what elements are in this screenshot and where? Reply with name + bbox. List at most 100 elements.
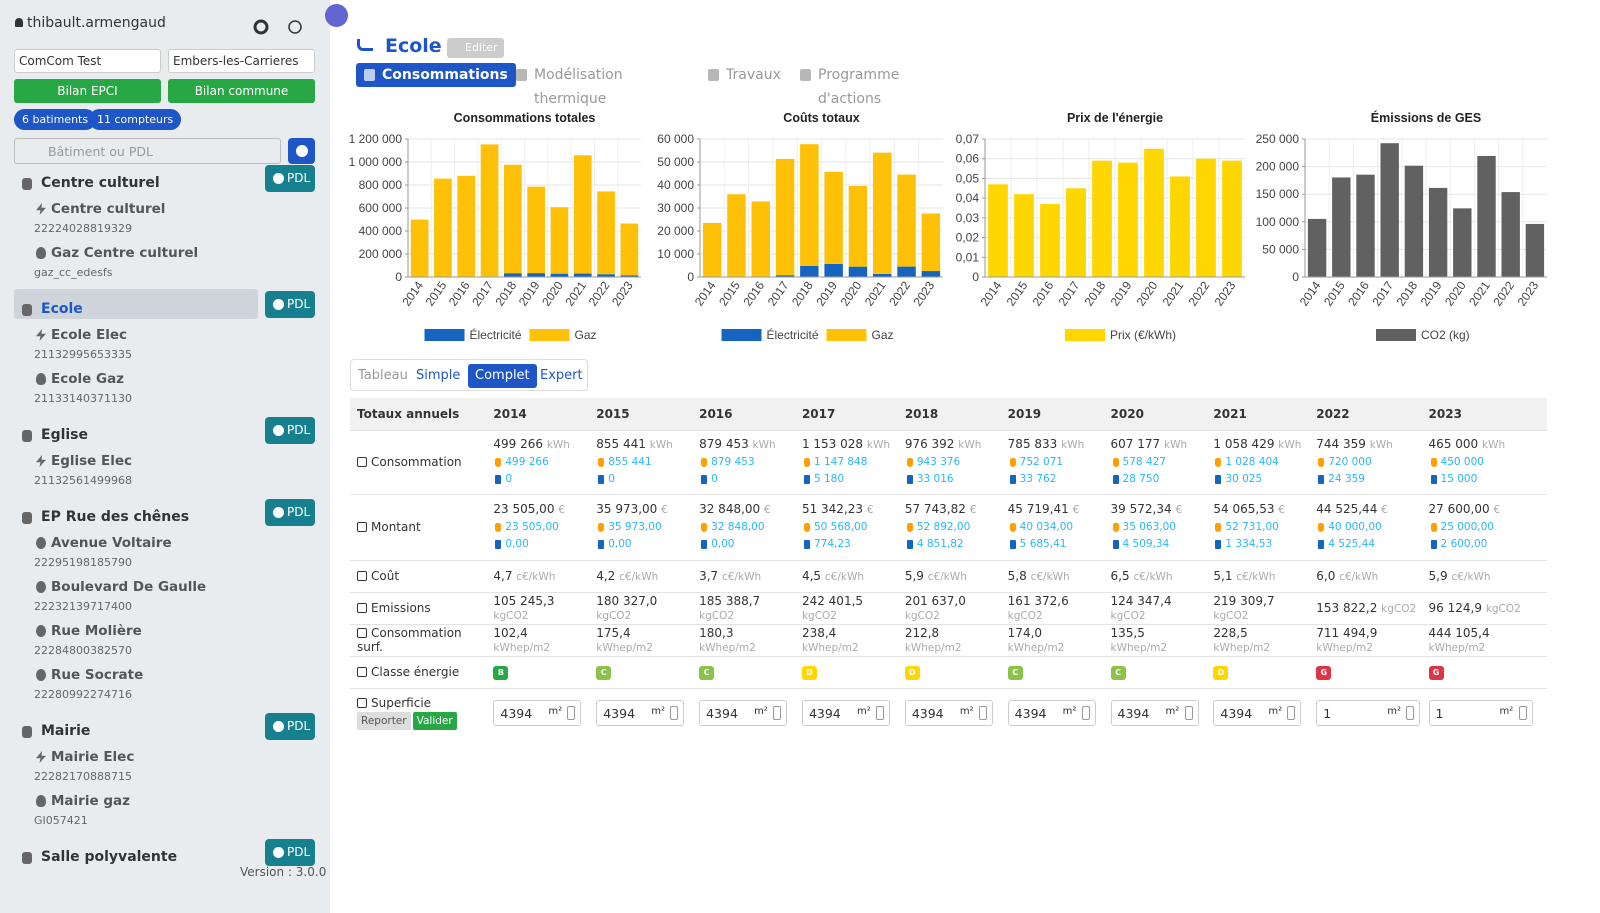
meter-name[interactable]: Rue Socrate	[51, 667, 144, 683]
building-row[interactable]: Mairie PDL	[14, 713, 316, 749]
view-switch: Tableau Simple Complet Expert	[350, 359, 588, 391]
meter-row[interactable]: Centre culturel 22224028819329	[14, 201, 316, 245]
meter-name[interactable]: Boulevard De Gaulle	[51, 579, 207, 595]
meter-row[interactable]: Ecole Gaz 21133140371130	[14, 371, 316, 415]
unit: c€/kWh	[927, 571, 967, 583]
menu-toggle[interactable]	[325, 4, 348, 27]
meter-name[interactable]: Mairie gaz	[51, 793, 130, 809]
add-button[interactable]	[288, 138, 315, 164]
tab[interactable]: Travaux	[700, 63, 789, 87]
buildings-badge[interactable]: 6 batiments	[14, 109, 97, 130]
building-row[interactable]: Centre culturel PDL	[14, 165, 316, 201]
area-input[interactable]: 4394 m²	[699, 700, 788, 727]
building-row[interactable]: EP Rue des chênes PDL	[14, 499, 316, 535]
meter-row[interactable]: Rue Socrate 22280992274716	[14, 667, 316, 711]
area-input[interactable]: 4394 m²	[493, 700, 582, 727]
bilan-epci-button[interactable]: Bilan EPCI	[14, 79, 161, 103]
meter-row[interactable]: Mairie Elec 22282170888715	[14, 749, 316, 793]
commune-select[interactable]: Embers-les-Carrieres	[168, 49, 315, 73]
meter-name[interactable]: Gaz Centre culturel	[51, 245, 199, 261]
value: 180,3	[699, 626, 734, 640]
gas-value: 450 000	[1429, 454, 1543, 471]
pdl-button[interactable]: PDL	[265, 417, 315, 444]
value: 3,7	[699, 569, 719, 583]
search-input[interactable]: Bâtiment ou PDL	[14, 138, 281, 164]
bar	[1066, 188, 1086, 277]
building-name[interactable]: EP Rue des chênes	[41, 509, 190, 525]
meters-badge[interactable]: 11 compteurs	[89, 109, 182, 130]
edit-button[interactable]: Editer	[447, 38, 504, 58]
meter-id: 22295198185790	[34, 556, 132, 569]
valider-button[interactable]: Valider	[412, 712, 457, 731]
tab[interactable]: Programme d'actions	[792, 63, 907, 107]
legend-swatch	[826, 329, 867, 341]
meter-row[interactable]: Gaz Centre culturel gaz_cc_edesfs	[14, 245, 316, 289]
building-name[interactable]: Salle polyvalente	[41, 849, 178, 865]
total-value: 27 600,00	[1428, 502, 1490, 516]
area-input[interactable]: 1 m²	[1316, 700, 1421, 727]
toolbar-icons[interactable]	[253, 18, 313, 36]
class-badge: C	[1007, 666, 1023, 680]
area-input[interactable]: 4394 m²	[1110, 700, 1199, 727]
meter-row[interactable]: Ecole Elec 21132995653335	[14, 327, 316, 371]
bar	[1307, 218, 1327, 277]
meter-name[interactable]: Mairie Elec	[51, 749, 135, 765]
building-name[interactable]: Eglise	[41, 427, 89, 443]
bilan-commune-button[interactable]: Bilan commune	[168, 79, 315, 103]
meter-name[interactable]: Ecole Gaz	[51, 371, 125, 387]
area-unit: m²	[1165, 706, 1180, 718]
meter-row[interactable]: Rue Molière 22284800382570	[14, 623, 316, 667]
view-option[interactable]: Expert	[540, 368, 583, 383]
x-tick-label: 2018	[493, 278, 520, 308]
tab[interactable]: Modélisation thermique	[508, 63, 631, 107]
total-line: 855 441 kWh	[596, 436, 691, 454]
value: 102,4	[493, 626, 528, 640]
area-input[interactable]: 4394 m²	[1007, 700, 1096, 727]
pdl-button[interactable]: PDL	[265, 713, 315, 740]
reporter-button[interactable]: Reporter	[357, 712, 411, 731]
spinner	[875, 706, 884, 721]
area-input[interactable]: 1 m²	[1428, 700, 1533, 727]
area-input[interactable]: 4394 m²	[904, 700, 993, 727]
building-row[interactable]: Salle polyvalente PDL	[14, 839, 316, 875]
area-input[interactable]: 4394 m²	[1213, 700, 1302, 727]
gas-value: 52 731,00	[1213, 519, 1308, 536]
meter-name[interactable]: Avenue Voltaire	[51, 535, 172, 551]
meter-name[interactable]: Centre culturel	[51, 201, 166, 217]
meter-name[interactable]: Rue Molière	[51, 623, 142, 639]
pdl-button[interactable]: PDL	[265, 291, 315, 318]
building-name[interactable]: Ecole	[41, 301, 83, 317]
meter-name[interactable]: Ecole Elec	[51, 327, 127, 343]
meter-row[interactable]: Eglise Elec 21132561499968	[14, 453, 316, 497]
area-input[interactable]: 4394 m²	[801, 700, 890, 727]
building-row[interactable]: Ecole PDL	[14, 289, 316, 327]
building-name[interactable]: Mairie	[41, 723, 91, 739]
pdl-button[interactable]: PDL	[265, 499, 315, 526]
area-input[interactable]: 4394 m²	[596, 700, 685, 727]
tab[interactable]: Consommations	[356, 63, 516, 87]
y-tick-label: 60 000	[657, 132, 694, 146]
view-option[interactable]: Tableau	[358, 368, 408, 383]
building-row[interactable]: Eglise PDL	[14, 417, 316, 453]
value-cell: 27 600,00 €25 000,00 2 600,00	[1424, 493, 1547, 560]
view-option[interactable]: Complet	[468, 364, 537, 388]
value: 5,1	[1213, 569, 1233, 583]
view-option[interactable]: Simple	[416, 368, 461, 383]
y-tick-label: 800 000	[359, 178, 403, 192]
epci-select[interactable]: ComCom Test	[14, 49, 161, 73]
value-cell: 6,0 c€/kWh	[1312, 559, 1425, 592]
x-tick-label: 2020	[1442, 278, 1469, 308]
pdl-button[interactable]: PDL	[265, 165, 315, 192]
x-tick-label: 2021	[862, 278, 889, 308]
meter-row[interactable]: Mairie gaz GI057421	[14, 793, 316, 837]
pdl-button[interactable]: PDL	[265, 839, 315, 866]
meter-row[interactable]: Avenue Voltaire 22295198185790	[14, 535, 316, 579]
meter-row[interactable]: Boulevard De Gaulle 22232139717400	[14, 579, 316, 623]
elec-value: 0	[596, 471, 691, 488]
meter-name[interactable]: Eglise Elec	[51, 453, 133, 469]
row-label-text: Emissions	[371, 601, 431, 615]
building-name[interactable]: Centre culturel	[41, 175, 160, 191]
gas-value: 855 441	[596, 454, 691, 471]
row-icon	[357, 571, 367, 581]
bar	[800, 144, 819, 266]
